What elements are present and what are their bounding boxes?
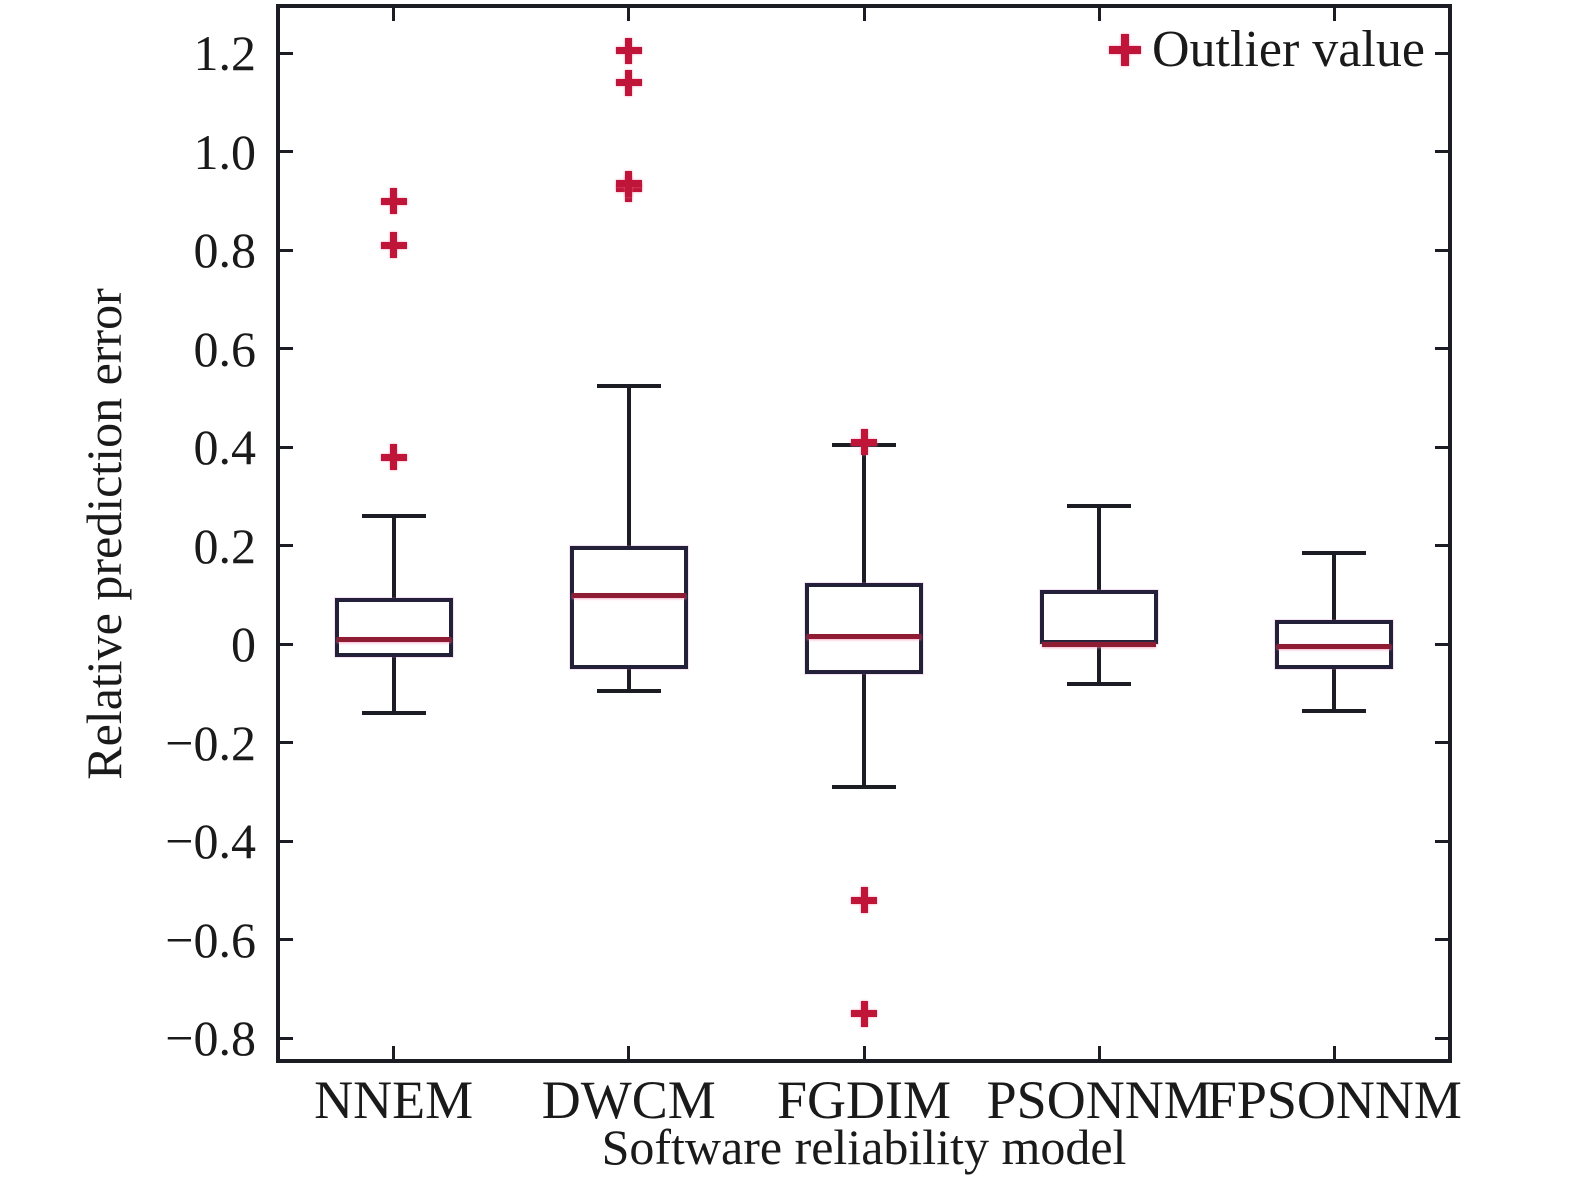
- y-tick-left: [280, 544, 293, 548]
- y-tick-right: [1435, 150, 1448, 154]
- whisker-cap-top-dwcm: [596, 383, 661, 388]
- y-tick-right: [1435, 642, 1448, 646]
- x-tick-bottom: [627, 1046, 631, 1059]
- whisker-upper-psonnm: [1097, 506, 1102, 591]
- y-tick-left: [280, 150, 293, 154]
- outlier-marker-dwcm: [615, 37, 642, 64]
- y-tick-label: −0.4: [165, 813, 256, 870]
- box-nnem: [334, 597, 453, 657]
- legend-label: Outlier value: [1152, 21, 1425, 78]
- x-tick-top: [392, 8, 396, 21]
- y-tick-left: [280, 347, 293, 351]
- median-psonnm: [1042, 641, 1157, 647]
- whisker-cap-bottom-dwcm: [596, 689, 661, 694]
- y-tick-right: [1435, 741, 1448, 745]
- whisker-cap-bottom-nnem: [361, 711, 426, 716]
- whisker-upper-nnem: [391, 516, 396, 598]
- box-fgdim: [805, 582, 923, 674]
- y-tick-right: [1435, 839, 1448, 843]
- x-tick-bottom: [1097, 1046, 1101, 1059]
- x-tick-bottom: [1332, 1046, 1336, 1059]
- outlier-marker-nnem: [380, 232, 407, 259]
- y-tick-label: 1.0: [193, 123, 257, 180]
- y-tick-label: 0: [231, 616, 256, 673]
- y-tick-left: [280, 938, 293, 942]
- median-nnem: [336, 636, 451, 642]
- outlier-marker-nnem: [380, 444, 407, 471]
- y-tick-left: [280, 839, 293, 843]
- whisker-cap-top-nnem: [361, 514, 426, 519]
- y-tick-label: 0.4: [193, 419, 257, 476]
- median-fgdim: [807, 634, 921, 640]
- whisker-lower-fpsonnm: [1332, 668, 1337, 711]
- whisker-upper-fgdim: [862, 444, 866, 583]
- whisker-upper-fpsonnm: [1332, 553, 1337, 620]
- median-dwcm: [571, 592, 686, 598]
- x-axis-title: Software reliability model: [601, 1119, 1127, 1175]
- y-tick-right: [1435, 248, 1448, 252]
- x-tick-bottom: [862, 1046, 866, 1059]
- y-tick-label: 1.2: [193, 25, 257, 82]
- y-tick-label: 0.8: [193, 222, 257, 279]
- x-tick-top: [1332, 8, 1336, 21]
- y-tick-left: [280, 642, 293, 646]
- whisker-cap-top-fpsonnm: [1302, 551, 1367, 556]
- y-tick-right: [1435, 445, 1448, 449]
- outlier-marker-fgdim: [851, 429, 877, 456]
- x-category-label-psonnm: PSONNM: [986, 1070, 1212, 1130]
- y-tick-label: 0.2: [193, 517, 257, 574]
- x-category-label-nnem: NNEM: [314, 1070, 474, 1130]
- y-tick-left: [280, 1036, 293, 1040]
- y-tick-right: [1435, 51, 1448, 55]
- outlier-marker-fgdim: [851, 1000, 877, 1027]
- outlier-plus-icon: [1109, 34, 1141, 66]
- x-category-label-fpsonnm: FPSONNM: [1206, 1070, 1462, 1130]
- y-tick-label: −0.2: [165, 714, 256, 771]
- whisker-lower-psonnm: [1097, 644, 1102, 684]
- x-category-label-fgdim: FGDIM: [776, 1070, 952, 1130]
- y-tick-label: −0.8: [165, 1010, 256, 1067]
- whisker-lower-nnem: [391, 656, 396, 714]
- whisker-upper-dwcm: [626, 385, 631, 546]
- outlier-marker-dwcm: [615, 69, 642, 96]
- plot-area: [276, 4, 1452, 1063]
- outlier-marker-fgdim: [851, 887, 877, 914]
- box-psonnm: [1040, 590, 1159, 645]
- y-tick-right: [1435, 544, 1448, 548]
- outlier-marker-dwcm: [615, 170, 642, 197]
- box-dwcm: [569, 545, 688, 669]
- y-tick-right: [1435, 1036, 1448, 1040]
- whisker-cap-bottom-psonnm: [1067, 681, 1132, 686]
- whisker-cap-bottom-fpsonnm: [1302, 708, 1367, 713]
- whisker-cap-bottom-fgdim: [832, 785, 896, 790]
- y-tick-label: 0.6: [193, 320, 257, 377]
- y-tick-label: −0.6: [165, 911, 256, 968]
- x-tick-top: [627, 8, 631, 21]
- whisker-lower-dwcm: [626, 668, 631, 692]
- y-tick-left: [280, 445, 293, 449]
- x-tick-top: [862, 8, 866, 21]
- y-tick-left: [280, 741, 293, 745]
- y-tick-left: [280, 248, 293, 252]
- median-fpsonnm: [1277, 644, 1392, 650]
- outlier-marker-nnem: [380, 188, 407, 215]
- x-tick-bottom: [392, 1046, 396, 1059]
- y-tick-right: [1435, 938, 1448, 942]
- x-category-label-dwcm: DWCM: [541, 1070, 716, 1130]
- whisker-lower-fgdim: [862, 673, 866, 788]
- y-tick-left: [280, 51, 293, 55]
- y-tick-right: [1435, 347, 1448, 351]
- whisker-cap-top-psonnm: [1067, 504, 1132, 509]
- x-tick-top: [1097, 8, 1101, 21]
